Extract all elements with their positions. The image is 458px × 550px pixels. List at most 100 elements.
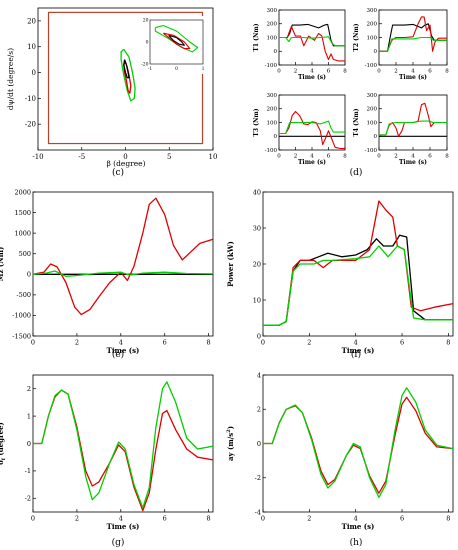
c-ytick-label: 20: [27, 17, 36, 25]
d4-series-green: [379, 120, 447, 136]
d1-series-green: [279, 36, 345, 47]
e-ytick-label: -1500: [12, 332, 31, 340]
d4-ylabel: T4 (Nm): [353, 108, 360, 136]
d1-series-red: [279, 25, 345, 62]
f-ytick-label: 40: [253, 188, 261, 196]
d2-xlabel: Time (s): [399, 74, 427, 81]
h-series-green: [263, 387, 454, 499]
f-plot-frame: [262, 191, 454, 337]
caption-f: (f): [351, 349, 361, 360]
h-ytick-label: 2: [257, 406, 261, 414]
e-xlabel: Time (s): [107, 346, 140, 355]
d4-series-red: [379, 102, 447, 137]
panel-f-chart: 0 2 4 6 8 0 10 20 30 40 Time (s) Power (kW): [226, 188, 454, 355]
f-xtick-label: 6: [400, 339, 404, 347]
d1-ylabel: T1 (Nm): [253, 23, 260, 51]
d2-xtick-label: 6: [428, 69, 432, 75]
c-inset-xtick-label: -1: [148, 66, 153, 72]
f-xtick-label: 4: [354, 339, 358, 347]
g-ytick-label: -2: [25, 495, 31, 503]
c-inset-frame: [149, 19, 204, 65]
d3-ytick-label: -100: [265, 148, 278, 154]
h-ytick-label: 0: [257, 440, 261, 448]
d4-xlabel: Time (s): [399, 159, 427, 166]
e-series-green: [32, 270, 214, 277]
d3-xtick-label: 8: [343, 154, 347, 160]
c-xtick-label: -10: [32, 153, 43, 161]
c-inset-series-green: [154, 24, 199, 53]
c-inset-bg: [142, 16, 209, 74]
d1-ytick-label: -100: [265, 63, 278, 69]
d1-ytick-label: 0: [274, 49, 278, 55]
d2-ylabel: T2 (Nm): [353, 23, 360, 51]
f-xtick-label: 2: [307, 339, 311, 347]
e-ytick-label: -1000: [12, 312, 31, 320]
d4-xtick-label: 8: [445, 154, 449, 160]
e-xtick-label: 0: [31, 339, 35, 347]
c-ytick-label: -20: [25, 121, 36, 129]
c-ylabel: dψ/dt (degree/s): [6, 48, 15, 110]
c-xtick-label: 0: [123, 153, 127, 161]
f-xlabel: Time (s): [342, 346, 375, 355]
d3-xtick-label: 2: [294, 154, 298, 160]
f-ytick-label: 10: [253, 296, 261, 304]
h-ytick-label: -2: [255, 474, 261, 482]
d4-ytick-label: -100: [365, 148, 378, 154]
d1-xtick-label: 0: [277, 69, 281, 75]
caption-e: (e): [112, 349, 124, 360]
d1-xlabel: Time (s): [298, 74, 326, 81]
e-ytick-label: -500: [16, 291, 31, 299]
e-ytick-label: 500: [19, 250, 31, 258]
d4-ytick-label: 200: [367, 107, 378, 113]
d2-xtick-label: 4: [411, 69, 415, 75]
g-xlabel: Time (s): [107, 522, 140, 531]
g-ylabel: δf (degree): [0, 422, 7, 465]
d3-xtick-label: 6: [327, 154, 331, 160]
caption-g: (g): [112, 537, 125, 548]
h-xlabel: Time (s): [342, 522, 375, 531]
f-ylabel: Power (kW): [226, 241, 235, 287]
d2-ytick-label: 300: [367, 8, 378, 14]
d3-ytick-label: 0: [274, 134, 278, 140]
d2-series-green: [379, 36, 447, 52]
g-ytick-label: 2: [27, 385, 31, 393]
d2-ytick-label: 200: [367, 22, 378, 28]
g-series-green: [33, 381, 214, 509]
h-ytick-label: 4: [257, 371, 261, 379]
d3-xtick-label: 0: [277, 154, 281, 160]
f-xtick-label: 0: [261, 339, 265, 347]
e-series-red: [32, 197, 214, 316]
c-inset-xtick-label: 0: [175, 66, 178, 72]
d4-ytick-label: 100: [367, 120, 378, 126]
d2-xtick-label: 8: [445, 69, 449, 75]
d1-xtick-label: 6: [327, 69, 331, 75]
h-xtick-label: 6: [400, 515, 404, 523]
caption-c: (c): [112, 167, 124, 178]
h-ylabel: ay (m/s2): [226, 426, 235, 461]
g-xtick-label: 0: [31, 515, 35, 523]
e-xtick-label: 6: [163, 339, 167, 347]
d2-xtick-label: 2: [394, 69, 398, 75]
f-ytick-label: 20: [253, 260, 261, 268]
c-inset-ytick-label: -20: [141, 62, 148, 68]
h-plot-frame: [262, 374, 454, 513]
e-ylabel: Mz (Nm): [0, 247, 5, 282]
d3-ytick-label: 100: [267, 120, 278, 126]
e-xtick-label: 8: [207, 339, 211, 347]
d3-ytick-label: 300: [267, 93, 278, 99]
f-xtick-label: 8: [446, 339, 450, 347]
d1-xtick-label: 2: [294, 69, 298, 75]
g-ytick-label: -1: [25, 467, 31, 475]
d4-ytick-label: 300: [367, 93, 378, 99]
e-ytick-label: 2000: [14, 188, 31, 196]
g-xtick-label: 4: [119, 515, 123, 523]
c-series-black: [123, 59, 130, 79]
h-xtick-label: 0: [261, 515, 265, 523]
d3-xtick-label: 4: [310, 154, 314, 160]
c-stability-region: [47, 11, 204, 145]
